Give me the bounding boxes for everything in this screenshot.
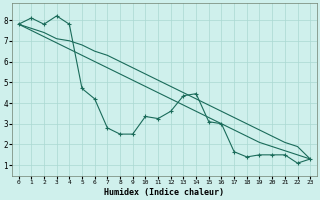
X-axis label: Humidex (Indice chaleur): Humidex (Indice chaleur) [104, 188, 224, 197]
